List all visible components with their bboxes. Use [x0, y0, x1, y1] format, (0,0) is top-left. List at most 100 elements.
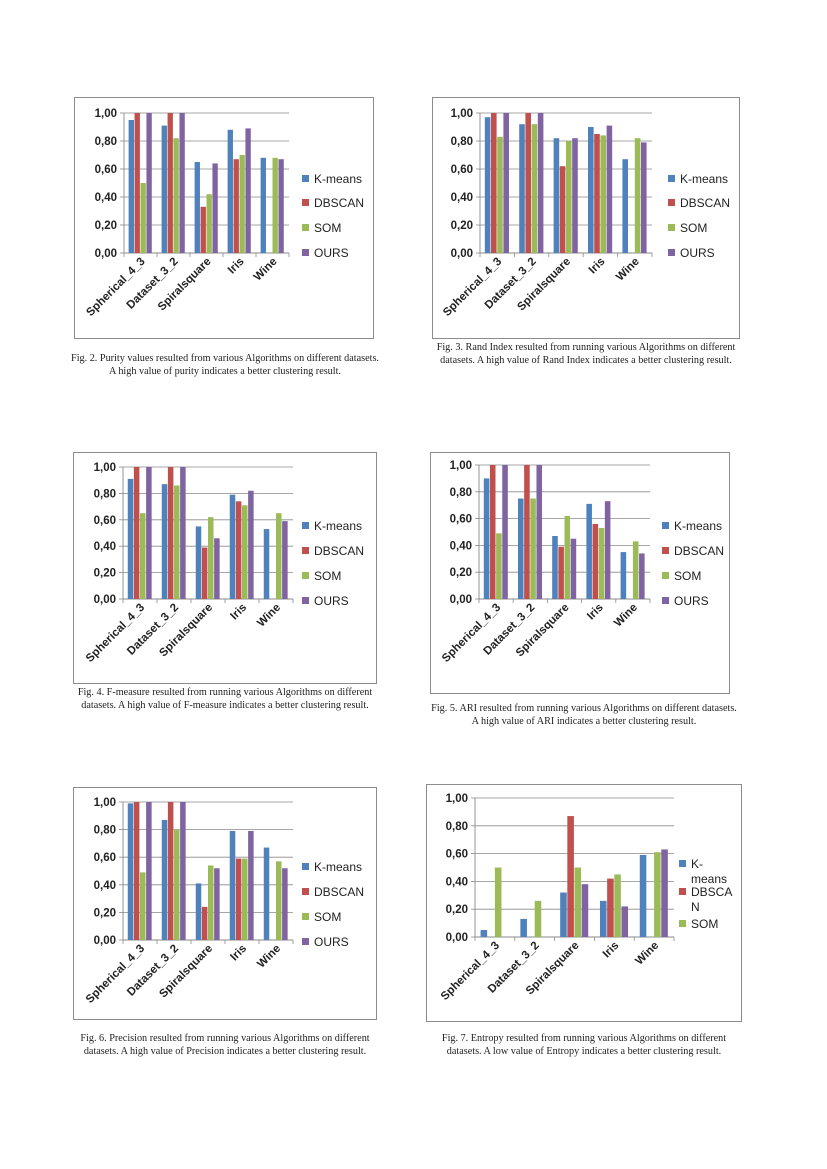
bar — [494, 867, 502, 937]
legend-label: SOM — [314, 221, 341, 235]
y-tick-label: 0,60 — [451, 164, 473, 176]
bar — [574, 867, 582, 937]
legend-swatch — [302, 547, 309, 554]
chart-frame — [432, 97, 740, 339]
legend-swatch — [662, 547, 669, 554]
chart-precision: 0,000,200,400,600,801,00Spherical_4_3Dat… — [73, 787, 377, 1020]
bar — [520, 918, 527, 937]
bar — [180, 467, 186, 599]
bar — [140, 872, 146, 940]
y-tick-label: 0,20 — [94, 907, 116, 919]
bar — [559, 166, 566, 253]
bar — [639, 854, 647, 937]
legend-swatch — [679, 920, 686, 927]
legend-swatch — [668, 175, 675, 182]
caption-line: Fig. 2. Purity values resulted from vari… — [71, 353, 379, 364]
y-tick-label: 0,20 — [446, 904, 468, 916]
legend-swatch — [302, 913, 309, 920]
y-tick-label: 0,00 — [94, 935, 116, 947]
legend-label: K-means — [314, 860, 362, 874]
bar — [604, 501, 611, 599]
y-tick-label: 0,80 — [451, 136, 473, 148]
bar — [534, 900, 542, 937]
bar — [200, 206, 206, 253]
bar — [194, 162, 200, 253]
bar — [496, 533, 502, 599]
bar — [208, 517, 214, 599]
bar — [600, 135, 606, 253]
bar — [167, 113, 173, 253]
legend-label: K- — [691, 857, 703, 871]
caption-line: datasets. A high value of Precision indi… — [83, 1046, 367, 1057]
bar — [622, 159, 629, 253]
y-tick-label: 0,40 — [451, 192, 473, 204]
bar — [214, 868, 220, 940]
bar — [140, 183, 146, 253]
y-tick-label: 1,00 — [95, 108, 117, 120]
bar — [586, 503, 592, 599]
bar — [537, 113, 544, 253]
chart-purity: 0,000,200,400,600,801,00Spherical_4_3Dat… — [74, 97, 374, 339]
y-tick-label: 0,20 — [451, 220, 473, 232]
bar — [140, 513, 146, 599]
y-tick-label: 0,80 — [94, 825, 116, 837]
caption-line: Fig. 3. Rand Index resulted from running… — [436, 342, 736, 353]
y-tick-label: 0,80 — [94, 488, 116, 500]
bar — [497, 136, 503, 253]
bar — [620, 552, 627, 599]
legend-label: OURS — [314, 594, 349, 608]
legend-label: K-means — [314, 519, 362, 533]
bar — [536, 465, 543, 599]
legend-label: OURS — [674, 594, 709, 608]
bar — [572, 138, 578, 253]
bar — [146, 802, 152, 940]
bar — [133, 802, 140, 940]
bar — [594, 134, 600, 253]
y-tick-label: 0,80 — [450, 487, 472, 499]
bar — [598, 527, 605, 599]
legend-label: OURS — [680, 246, 715, 260]
legend-label: DBSCAN — [674, 544, 724, 558]
y-tick-label: 1,00 — [94, 462, 116, 474]
bar — [134, 113, 140, 253]
legend-swatch — [302, 199, 309, 206]
bar — [592, 523, 599, 599]
bar — [146, 113, 152, 253]
bar — [245, 128, 251, 253]
bar — [128, 120, 134, 253]
bar — [282, 868, 288, 940]
y-tick-label: 0,40 — [94, 541, 116, 553]
legend-swatch — [668, 199, 675, 206]
y-tick-label: 0,00 — [446, 932, 468, 944]
bar — [161, 125, 167, 253]
bar — [195, 526, 202, 599]
y-tick-label: 0,60 — [95, 164, 117, 176]
legend-label: N — [691, 900, 700, 914]
bar — [567, 816, 574, 937]
legend-label: DBSCAN — [680, 196, 730, 210]
bar — [195, 883, 202, 940]
bar — [517, 498, 524, 599]
chart-frame — [74, 97, 374, 339]
legend-swatch — [679, 888, 686, 895]
bar — [634, 138, 641, 253]
y-tick-label: 0,60 — [450, 514, 472, 526]
bar — [161, 819, 168, 940]
bar — [484, 117, 491, 253]
bar — [208, 865, 214, 940]
bar — [519, 124, 525, 253]
bar — [621, 906, 629, 937]
bar — [235, 501, 242, 599]
bar — [248, 830, 254, 940]
bar — [146, 467, 152, 599]
legend-label: DBSCAN — [314, 544, 364, 558]
bar — [632, 541, 639, 599]
legend-swatch — [668, 249, 675, 256]
bar — [260, 157, 266, 253]
y-tick-label: 0,00 — [95, 248, 117, 260]
bar — [214, 538, 220, 599]
y-tick-label: 1,00 — [94, 797, 116, 809]
chart-entropy: 0,000,200,400,600,801,00Spherical_4_3Dat… — [426, 784, 742, 1022]
bar — [654, 852, 661, 937]
y-tick-label: 0,40 — [450, 540, 472, 552]
